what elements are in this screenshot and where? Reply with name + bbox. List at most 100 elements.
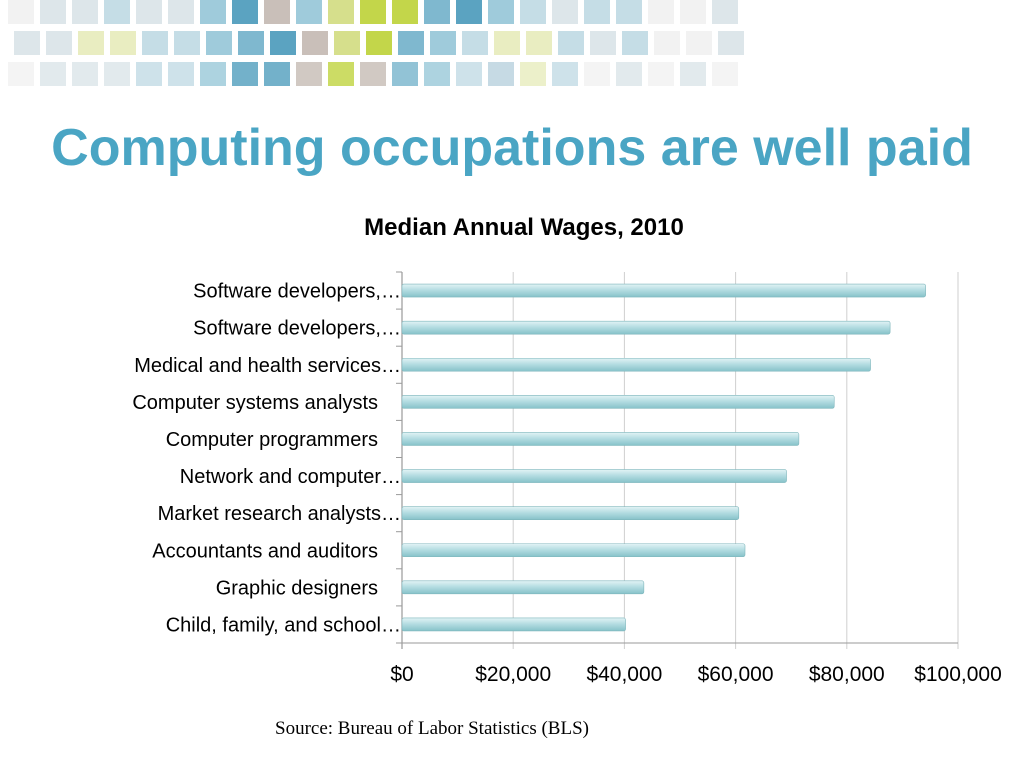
banner-tile xyxy=(40,0,66,24)
banner-tile xyxy=(104,0,130,24)
banner-tile xyxy=(584,0,610,24)
banner-tile xyxy=(584,62,610,86)
banner-tile xyxy=(622,31,648,55)
category-label: Software developers,… xyxy=(193,318,401,340)
category-label: Computer systems analysts xyxy=(132,392,378,414)
x-tick-label: $20,000 xyxy=(475,663,551,686)
banner-tile xyxy=(718,31,744,55)
banner-tile xyxy=(360,62,386,86)
banner-tile xyxy=(328,0,354,24)
bar xyxy=(401,283,926,298)
banner-tile xyxy=(46,31,72,55)
banner-tile xyxy=(366,31,392,55)
banner-tile xyxy=(552,0,578,24)
banner-tile xyxy=(136,62,162,86)
banner-tile xyxy=(174,31,200,55)
banner-tile xyxy=(168,0,194,24)
banner-tile xyxy=(552,62,578,86)
x-tick-label: $0 xyxy=(390,663,413,686)
banner-tile xyxy=(648,62,674,86)
banner-tile xyxy=(686,31,712,55)
banner-tile xyxy=(456,0,482,24)
banner-tile xyxy=(200,62,226,86)
category-label: Market research analysts… xyxy=(158,503,401,525)
x-tick-label: $100,000 xyxy=(914,663,1002,686)
category-label: Computer programmers xyxy=(166,429,378,451)
banner-tile xyxy=(456,62,482,86)
banner-tile xyxy=(302,31,328,55)
source-note: Source: Bureau of Labor Statistics (BLS) xyxy=(275,718,589,739)
banner-tile xyxy=(270,31,296,55)
banner-tile xyxy=(654,31,680,55)
category-label: Software developers,… xyxy=(193,281,401,303)
banner-tile xyxy=(430,31,456,55)
bar xyxy=(401,617,626,632)
banner-tile xyxy=(488,0,514,24)
banner-tile xyxy=(360,0,386,24)
bar xyxy=(401,580,645,595)
banner-tile xyxy=(8,0,34,24)
banner-tile xyxy=(232,62,258,86)
bar xyxy=(401,320,891,335)
bar xyxy=(401,357,871,372)
banner-tile xyxy=(558,31,584,55)
x-tick-label: $40,000 xyxy=(586,663,662,686)
banner-tile xyxy=(680,0,706,24)
banner-tile xyxy=(392,0,418,24)
banner-tile xyxy=(392,62,418,86)
banner-tile xyxy=(8,62,34,86)
banner-tile xyxy=(296,0,322,24)
banner-tile xyxy=(206,31,232,55)
bar xyxy=(401,432,800,446)
banner-tile xyxy=(712,62,738,86)
banner-tile xyxy=(526,31,552,55)
banner-tile xyxy=(136,0,162,24)
banner-tile xyxy=(462,31,488,55)
banner-tile xyxy=(520,62,546,86)
bar xyxy=(401,469,787,483)
category-label: Accountants and auditors xyxy=(152,540,378,562)
banner-tile xyxy=(328,62,354,86)
banner-tile xyxy=(680,62,706,86)
chart-title: Median Annual Wages, 2010 xyxy=(364,214,684,241)
bar-chart: Median Annual Wages, 2010 Software devel… xyxy=(132,214,1002,686)
banner-tile xyxy=(424,0,450,24)
banner-tile xyxy=(200,0,226,24)
category-label: Network and computer… xyxy=(180,466,401,488)
bar xyxy=(401,395,835,409)
banner-tile xyxy=(78,31,104,55)
banner-tile xyxy=(72,0,98,24)
banner-tile xyxy=(424,62,450,86)
banner-tile xyxy=(712,0,738,24)
banner-tile xyxy=(168,62,194,86)
banner-tile xyxy=(104,62,130,86)
x-tick-label: $80,000 xyxy=(809,663,885,686)
banner-tile xyxy=(648,0,674,24)
banner-tile xyxy=(40,62,66,86)
x-tick-label: $60,000 xyxy=(698,663,774,686)
bar xyxy=(401,506,740,520)
banner-tile xyxy=(142,31,168,55)
category-label: Graphic designers xyxy=(216,577,378,599)
category-label: Child, family, and school… xyxy=(166,614,401,636)
slide-title: Computing occupations are well paid xyxy=(51,119,973,177)
banner-tile xyxy=(494,31,520,55)
banner-tile xyxy=(232,0,258,24)
decorative-tile-banner xyxy=(8,0,744,86)
banner-tile xyxy=(72,62,98,86)
banner-tile xyxy=(616,0,642,24)
banner-tile xyxy=(296,62,322,86)
banner-tile xyxy=(616,62,642,86)
category-label: Medical and health services… xyxy=(134,355,401,377)
banner-tile xyxy=(488,62,514,86)
banner-tile xyxy=(14,31,40,55)
banner-tile xyxy=(238,31,264,55)
banner-tile xyxy=(264,62,290,86)
banner-tile xyxy=(520,0,546,24)
banner-tile xyxy=(334,31,360,55)
banner-tile xyxy=(398,31,424,55)
banner-tile xyxy=(264,0,290,24)
bar xyxy=(401,543,746,558)
banner-tile xyxy=(110,31,136,55)
banner-tile xyxy=(590,31,616,55)
